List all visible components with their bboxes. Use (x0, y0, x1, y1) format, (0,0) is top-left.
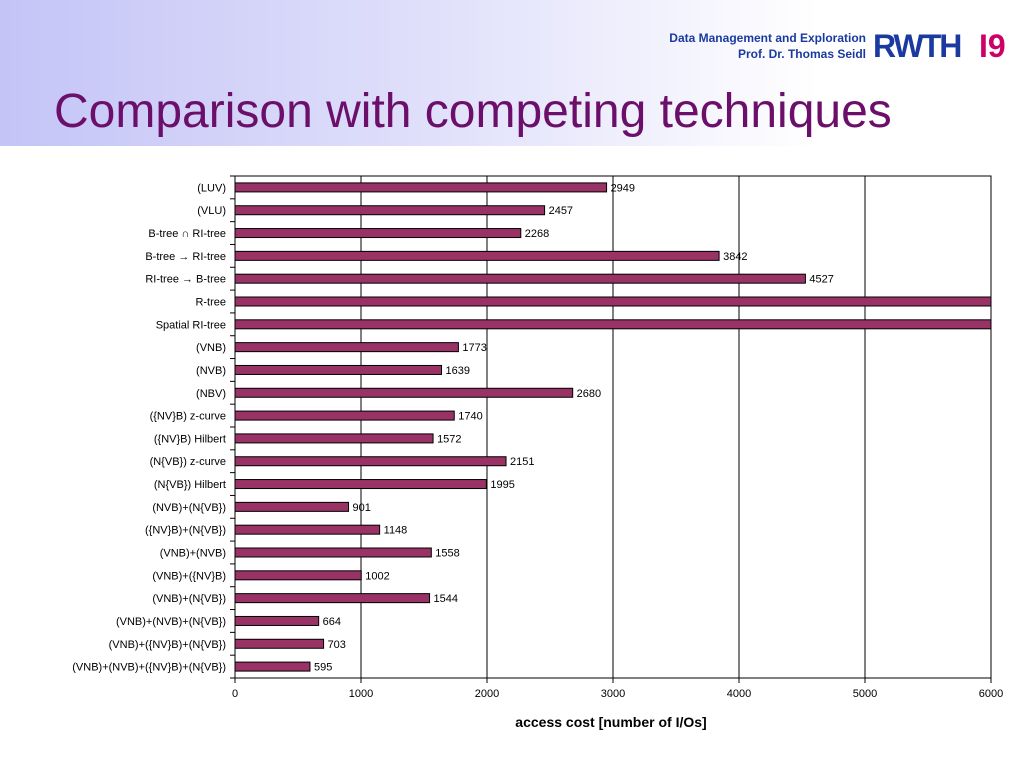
value-label: 1002 (365, 570, 389, 582)
bar (234, 228, 522, 239)
value-label: 703 (328, 639, 346, 651)
category-label: RI-tree → B-tree (145, 274, 226, 286)
svg-text:I9: I9 (979, 28, 1006, 62)
value-label: 664 (323, 616, 341, 628)
x-tick-label: 4000 (727, 688, 751, 700)
x-tick-label: 3000 (601, 688, 625, 700)
value-label: 1995 (490, 479, 514, 491)
slide-title: Comparison with competing techniques (54, 85, 892, 138)
rwth-logo: RWTH I9 (873, 28, 1006, 62)
x-axis-title: access cost [number of I/Os] (515, 714, 706, 730)
x-tick-label: 5000 (853, 688, 877, 700)
value-label: 1544 (434, 593, 458, 605)
category-label: Spatial RI-tree (156, 319, 226, 331)
category-label: (VNB)+(NVB)+(N{VB}) (116, 616, 226, 628)
bar (234, 661, 311, 672)
x-tick-label: 2000 (475, 688, 499, 700)
category-label: ({NV}B) Hilbert (154, 433, 226, 445)
category-label: ({NV}B) z-curve (150, 411, 226, 423)
value-label: 901 (353, 502, 371, 514)
institute-info: Data Management and Exploration Prof. Dr… (669, 30, 866, 62)
bar (234, 433, 434, 444)
bar (234, 342, 459, 353)
value-label: 4527 (809, 274, 833, 286)
value-label: 2680 (577, 388, 601, 400)
value-label: 1148 (384, 525, 408, 537)
bar (234, 387, 574, 398)
category-label: B-tree → RI-tree (145, 251, 226, 263)
bar (234, 547, 432, 558)
category-label: (NVB)+(N{VB}) (152, 502, 226, 514)
bar (234, 250, 720, 261)
header-background (0, 0, 1024, 146)
value-label: 3842 (723, 251, 747, 263)
category-label: (N{VB}) z-curve (150, 456, 226, 468)
value-label: 1773 (462, 342, 486, 354)
category-label: (VLU) (197, 205, 226, 217)
value-label: 595 (314, 662, 332, 674)
bar (234, 205, 546, 216)
svg-text:RWTH: RWTH (873, 28, 960, 62)
value-label: 1572 (437, 433, 461, 445)
bar (234, 593, 431, 604)
category-label: (NVB) (196, 365, 226, 377)
bar (234, 296, 992, 307)
value-label: 1558 (435, 548, 459, 560)
bar (234, 182, 608, 193)
category-label: (LUV) (197, 182, 226, 194)
x-tick-label: 1000 (349, 688, 373, 700)
value-label: 1740 (458, 411, 482, 423)
category-label: B-tree ∩ RI-tree (148, 228, 226, 240)
category-label: (VNB)+({NV}B) (152, 570, 226, 582)
bar (234, 410, 455, 421)
category-label: (VNB)+(NVB)+({NV}B)+(N{VB}) (72, 662, 226, 674)
category-label: ({NV}B)+(N{VB}) (145, 525, 226, 537)
bar (234, 364, 443, 375)
bar (234, 501, 350, 512)
category-label: (VNB)+(N{VB}) (152, 593, 226, 605)
professor-name: Prof. Dr. Thomas Seidl (737, 47, 866, 61)
bar (234, 638, 325, 649)
bar (234, 273, 806, 284)
category-label: (VNB)+(NVB) (160, 548, 226, 560)
category-label: R-tree (195, 297, 226, 309)
category-label: (NBV) (196, 388, 226, 400)
bar (234, 479, 487, 490)
bar (234, 524, 381, 535)
bar (234, 570, 362, 581)
institute-name: Data Management and Exploration (669, 31, 866, 45)
bar (234, 456, 507, 467)
value-label: 2151 (510, 456, 534, 468)
value-label: 2268 (525, 228, 549, 240)
category-label: (VNB) (196, 342, 226, 354)
x-tick-label: 6000 (979, 688, 1003, 700)
bar (234, 319, 992, 330)
value-label: 1639 (446, 365, 470, 377)
x-tick-label: 0 (232, 688, 238, 700)
category-label: (N{VB}) Hilbert (154, 479, 226, 491)
value-label: 2457 (549, 205, 573, 217)
bar (234, 615, 320, 626)
value-label: 2949 (611, 182, 635, 194)
category-label: (VNB)+({NV}B)+(N{VB}) (109, 639, 226, 651)
